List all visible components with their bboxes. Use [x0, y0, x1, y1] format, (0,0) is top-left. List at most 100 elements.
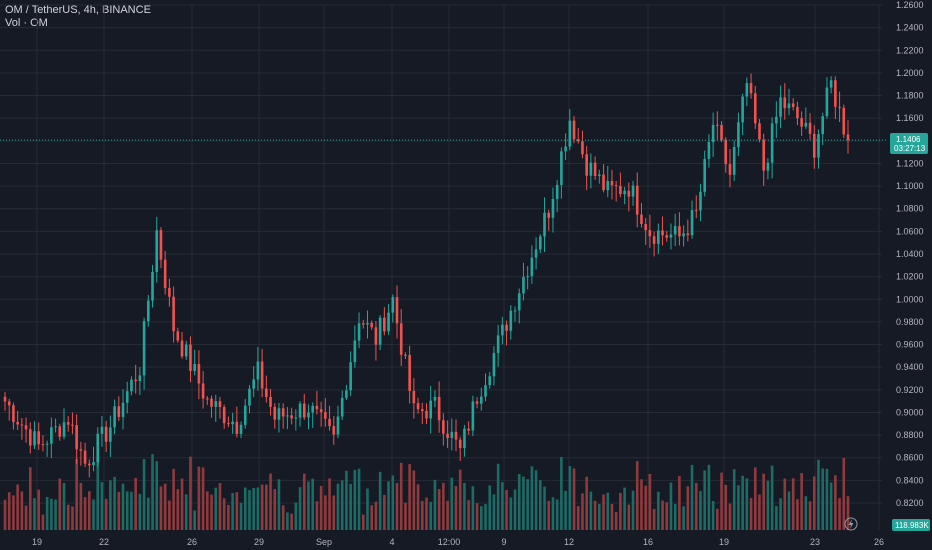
volume-bar	[83, 497, 87, 530]
volume-bar	[703, 470, 706, 530]
candle-body	[307, 412, 310, 418]
time-tick-label: 12:00	[438, 537, 461, 547]
candle-body	[138, 375, 142, 382]
volume-bar	[374, 501, 378, 530]
volume-bar	[728, 503, 732, 530]
price-tick-label: 0.8200	[896, 498, 924, 508]
volume-bar	[522, 476, 525, 530]
volume-bar	[41, 514, 45, 530]
time-tick-label: 22	[99, 537, 109, 547]
chart-title: OM / TetherUS, 4h, BINANCE	[5, 4, 151, 16]
candle-body	[92, 462, 95, 466]
candle-body	[720, 124, 723, 140]
volume-bar	[534, 470, 538, 530]
candle-body	[602, 174, 605, 191]
candle-body	[269, 397, 272, 407]
candle-body	[159, 230, 163, 260]
candle-body	[589, 162, 593, 176]
price-tick-label: 0.9400	[896, 362, 924, 372]
candle-body	[16, 422, 19, 425]
candle-body	[732, 147, 736, 175]
price-tick-label: 0.8600	[896, 453, 924, 463]
candle-body	[260, 361, 264, 389]
volume-bar	[454, 486, 458, 530]
volume-bar	[829, 482, 833, 530]
volume-bar	[151, 454, 154, 530]
candle-body	[265, 388, 268, 398]
price-tick-label: 1.0800	[896, 204, 924, 214]
candle-body	[24, 425, 28, 430]
volume-bar	[724, 484, 728, 530]
volume-bar	[248, 490, 251, 530]
volume-bar	[825, 468, 829, 530]
volume-bar	[741, 475, 744, 530]
price-tick-label: 0.9800	[896, 317, 924, 327]
volume-bar	[665, 502, 669, 530]
volume-bar	[387, 481, 390, 530]
candle-body	[79, 449, 83, 451]
candle-body	[383, 317, 386, 332]
volume-bar	[758, 494, 761, 530]
candle-body	[762, 139, 766, 171]
volume-bar	[286, 512, 289, 530]
volume-bar	[437, 489, 441, 530]
volume-bar	[256, 487, 260, 530]
candle-body	[184, 344, 188, 357]
volume-bar	[134, 477, 137, 530]
candle-body	[315, 405, 319, 410]
candle-body	[416, 403, 420, 410]
volume-bar	[791, 478, 795, 530]
price-tick-label: 1.0200	[896, 272, 924, 282]
price-axis[interactable]: 1.2600 1.2400 1.2200 1.2000 1.1800 1.1600 1.14…	[896, 0, 924, 508]
volume-bar	[458, 469, 462, 530]
volume-bar	[71, 506, 74, 530]
candle-body	[825, 87, 829, 117]
candle-body	[391, 297, 395, 313]
volume-bar	[176, 489, 180, 530]
volume-bar	[694, 482, 698, 530]
candle-body	[568, 120, 572, 147]
volume-bar	[808, 501, 812, 530]
candle-body	[842, 107, 846, 135]
volume-bar	[635, 461, 639, 530]
volume-bar	[749, 498, 753, 530]
time-axis[interactable]: 19 22 26 29 Sep 4 12:00 9 12 16 19 23 26	[32, 537, 884, 547]
candle-body	[534, 249, 538, 258]
volume-bar	[842, 457, 846, 530]
candle-body	[711, 124, 715, 143]
grid	[0, 4, 882, 530]
volume-bar	[762, 473, 766, 530]
candle-body	[707, 142, 711, 159]
candle-body	[644, 224, 647, 231]
lightning-icon[interactable]	[844, 517, 858, 531]
candle-body	[189, 344, 192, 371]
volume-bar	[796, 499, 799, 530]
volume-bar	[720, 472, 723, 530]
candle-body	[12, 405, 15, 423]
volume-bar	[442, 482, 445, 530]
volume-bar	[168, 500, 171, 530]
candle-body	[682, 233, 685, 237]
volume-bar	[370, 505, 374, 530]
candle-body	[551, 198, 555, 218]
volume-bar	[28, 467, 32, 530]
candle-body	[652, 236, 656, 244]
candle-body	[197, 363, 201, 384]
candle-body	[399, 323, 403, 355]
volume-bar	[821, 468, 825, 530]
volume-bar	[484, 504, 487, 530]
time-tick-label: 19	[719, 537, 729, 547]
candle-body	[538, 236, 542, 250]
volume-bar	[96, 456, 100, 530]
candle-body	[125, 391, 129, 403]
time-tick-label: 16	[643, 537, 653, 547]
candle-body	[117, 406, 121, 417]
volume-bar	[547, 500, 551, 530]
volume-bar	[353, 469, 357, 530]
price-tick-label: 1.0000	[896, 294, 924, 304]
candle-body	[614, 185, 618, 187]
candle-body	[28, 429, 32, 446]
volume-bar	[779, 498, 782, 530]
candle-body	[686, 233, 690, 236]
